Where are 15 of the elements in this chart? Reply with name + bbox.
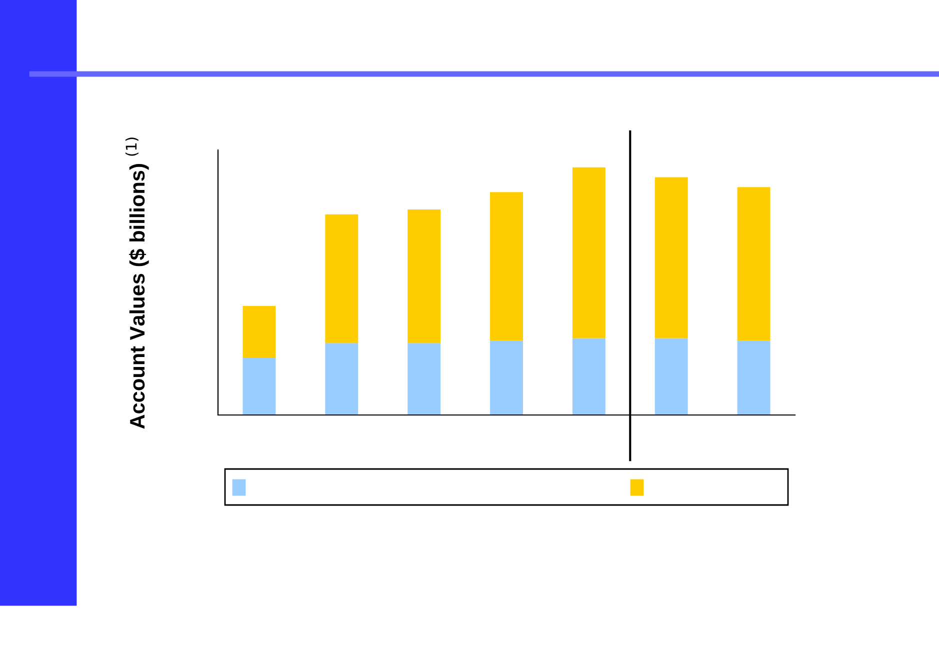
y-axis-title: Account Values ($ billions) $^{(1)}$	[125, 138, 149, 429]
bar	[654, 177, 688, 338]
bar	[242, 358, 276, 415]
bar	[408, 343, 441, 415]
bar	[737, 187, 770, 341]
bar	[572, 338, 606, 415]
bar	[408, 209, 441, 344]
bar	[737, 340, 770, 415]
bar	[490, 192, 523, 341]
bar	[325, 214, 358, 344]
bar	[572, 167, 606, 338]
bar	[490, 340, 523, 415]
bar	[325, 343, 358, 415]
bar	[654, 338, 688, 415]
bar	[242, 306, 276, 358]
